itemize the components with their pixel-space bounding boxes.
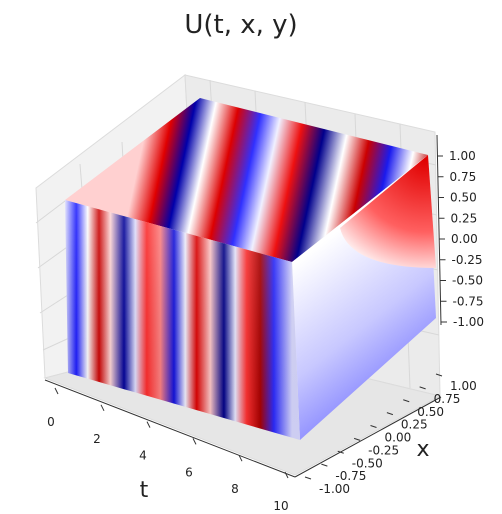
t-tick-mark	[284, 471, 289, 479]
t-tick-mark	[192, 438, 197, 445]
z-tick-label: -0.50	[452, 274, 483, 288]
t-tick-label: 4	[139, 449, 147, 463]
z-axis-ticks: -1.00 -0.75 -0.50 -0.25 0.00 0.25 0.50 0.75 1.00	[437, 149, 484, 329]
z-axis-line	[436, 134, 442, 326]
x-tick-label: 0.50	[417, 405, 444, 419]
t-tick-label: 10	[273, 499, 288, 513]
t-tick-mark	[54, 387, 59, 395]
z-tick-label: 0.00	[451, 232, 478, 246]
x-tick-label: -0.25	[368, 443, 399, 457]
surface-top-face	[65, 98, 428, 262]
x-tick-mark	[321, 463, 328, 467]
z-tick-label: -0.75	[453, 294, 484, 308]
x-tick-label: -1.00	[319, 482, 350, 496]
x-tick-label: 0.00	[385, 431, 412, 445]
chart-title: U(t, x, y)	[184, 10, 297, 40]
z-tick-label: 0.75	[450, 170, 477, 184]
t-axis-ticks: 0 2 4 6 8 10	[47, 387, 289, 513]
t-tick-mark	[100, 404, 105, 412]
x-tick-mark	[419, 386, 426, 390]
x-axis-ticks: -1.00-0.75-0.50-0.250.000.250.500.751.00	[304, 373, 477, 496]
x-tick-mark	[435, 373, 443, 377]
x-tick-label: 1.00	[450, 379, 477, 393]
z-tick-label: 1.00	[449, 149, 476, 163]
x-tick-mark	[304, 476, 312, 480]
t-tick-label: 0	[47, 415, 55, 429]
x-axis-label: x	[416, 437, 429, 462]
x-tick-mark	[353, 437, 361, 441]
x-tick-mark	[337, 450, 344, 454]
x-tick-mark	[386, 412, 394, 416]
x-tick-label: -0.50	[352, 456, 383, 470]
x-axis-line	[294, 396, 442, 478]
t-tick-label: 2	[93, 432, 101, 446]
x-tick-label: 0.25	[401, 418, 428, 432]
t-tick-mark	[238, 454, 243, 462]
z-tick-label: -1.00	[453, 315, 484, 329]
surface-front-shade	[65, 200, 300, 440]
t-tick-label: 6	[185, 465, 193, 479]
z-tick-label: 0.25	[451, 211, 478, 225]
t-axis-line	[44, 379, 296, 478]
surface-side-face	[292, 155, 436, 440]
x-tick-label: -0.75	[335, 469, 366, 483]
z-tick-label: 0.50	[450, 191, 477, 205]
x-tick-label: 0.75	[434, 392, 461, 406]
x-tick-mark	[370, 425, 377, 428]
t-axis-label: t	[140, 478, 149, 503]
t-tick-mark	[146, 421, 151, 428]
z-tick-label: -0.25	[452, 253, 483, 267]
t-tick-label: 8	[231, 482, 239, 496]
x-tick-mark	[403, 399, 410, 403]
